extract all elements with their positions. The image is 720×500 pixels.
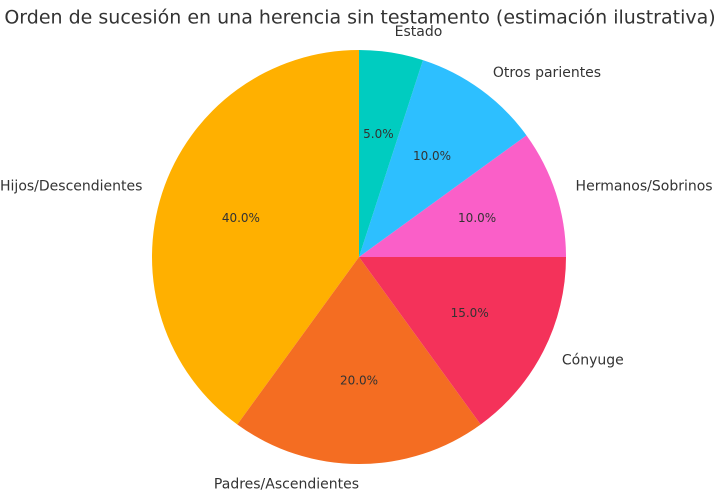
slice-label: Hijos/Descendientes	[0, 179, 142, 195]
slice-label: Cónyuge	[562, 352, 624, 368]
pie-slice	[359, 50, 423, 257]
pct-label: 40.0%	[222, 211, 260, 225]
pie-slice	[151, 50, 359, 425]
pct-label: 20.0%	[340, 374, 378, 388]
pie-slice	[359, 257, 566, 425]
pie-slice	[237, 257, 481, 465]
slice-label: Hermanos/Sobrinos	[576, 179, 713, 195]
pct-label: 10.0%	[458, 211, 496, 225]
pie-slice	[359, 60, 527, 257]
pct-label: 15.0%	[451, 306, 489, 320]
pie-slice	[359, 135, 566, 257]
slice-label: Padres/Ascendientes	[214, 477, 359, 493]
chart-title: Orden de sucesión en una herencia sin te…	[4, 7, 715, 29]
slice-label: Otros parientes	[493, 65, 601, 81]
pct-label: 10.0%	[413, 149, 451, 163]
pct-label: 5.0%	[363, 127, 394, 141]
slice-label: Estado	[395, 24, 443, 40]
